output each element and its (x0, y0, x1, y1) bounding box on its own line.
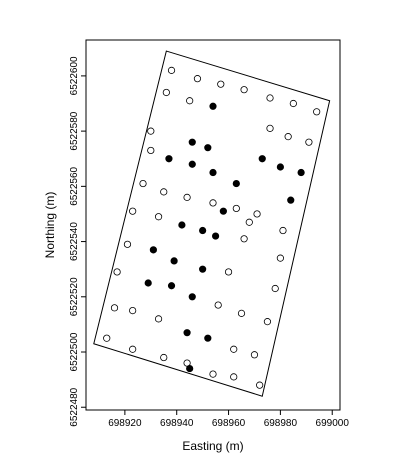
point (103, 334, 111, 342)
point (123, 240, 132, 248)
point (129, 207, 137, 215)
point (110, 304, 119, 312)
point (167, 66, 176, 74)
point (129, 345, 137, 353)
point (271, 284, 279, 293)
point (165, 155, 173, 163)
point (232, 204, 240, 213)
y-tick-label: 6522500 (69, 332, 80, 371)
point (162, 88, 170, 97)
point (204, 144, 212, 152)
plot-frame (85, 39, 341, 411)
y-tick-label: 6522520 (69, 277, 80, 316)
point (245, 218, 253, 226)
point (199, 226, 207, 235)
point (240, 86, 248, 94)
point (154, 315, 163, 323)
x-tick-label: 698960 (212, 418, 246, 429)
y-tick-label: 6522560 (69, 166, 80, 205)
x-tick-label: 699000 (316, 418, 350, 429)
point (211, 232, 220, 240)
point (183, 193, 191, 201)
point (178, 221, 186, 229)
point (160, 353, 168, 362)
point (230, 345, 238, 353)
x-tick-label: 698940 (160, 418, 194, 429)
point (289, 99, 297, 108)
point (183, 329, 191, 337)
point (230, 373, 238, 381)
y-tick-label: 6522600 (69, 56, 80, 95)
y-tick-label: 6522480 (69, 387, 80, 426)
point (209, 370, 217, 378)
point (209, 168, 217, 177)
point (256, 381, 264, 389)
point (263, 318, 272, 326)
point (287, 196, 295, 204)
point (129, 306, 137, 315)
point (276, 254, 284, 262)
point (167, 282, 176, 290)
point (147, 127, 155, 135)
x-axis-title: Easting (m) (182, 439, 243, 453)
x-tick-label: 698920 (108, 418, 142, 429)
point (209, 102, 217, 110)
point (193, 75, 202, 83)
point (276, 163, 284, 171)
point (240, 235, 248, 243)
point (113, 268, 121, 276)
point (266, 94, 274, 102)
point (188, 160, 196, 168)
point (144, 279, 152, 287)
point (147, 146, 155, 155)
point (154, 213, 163, 221)
point (232, 179, 240, 188)
point (284, 133, 292, 141)
point (209, 199, 217, 207)
point (186, 97, 194, 105)
point (170, 257, 178, 265)
point (217, 80, 225, 88)
point (266, 124, 274, 132)
point (186, 364, 194, 373)
x-tick-label: 698980 (264, 418, 298, 429)
point (279, 226, 287, 235)
y-tick-label: 6522580 (69, 111, 80, 150)
point (250, 351, 259, 359)
point (253, 210, 261, 218)
boundary (93, 50, 331, 397)
point (214, 301, 222, 309)
point (188, 293, 196, 301)
point (237, 309, 246, 317)
point (258, 155, 266, 163)
point (188, 138, 196, 146)
point (139, 179, 147, 188)
point (199, 265, 207, 273)
point (224, 268, 233, 276)
point (305, 138, 313, 146)
y-axis-title: Northing (m) (43, 192, 57, 259)
point (204, 334, 212, 342)
y-tick-label: 6522540 (69, 222, 80, 261)
point (219, 207, 227, 215)
point (297, 168, 305, 177)
point (149, 246, 157, 254)
point (160, 188, 168, 196)
point (313, 108, 321, 116)
